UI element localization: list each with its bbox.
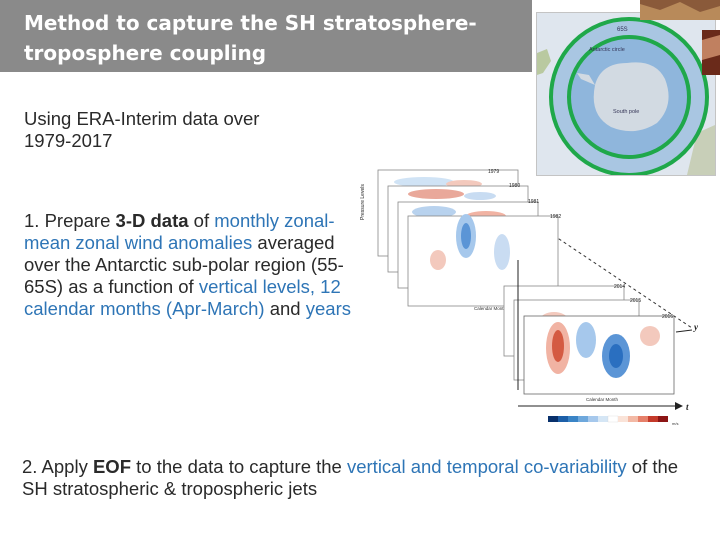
step-1-blue1: monthly zonal-mean zonal wind anomalies <box>24 210 335 253</box>
axis-y-label: y <box>693 322 699 332</box>
year-label-2014: 2014 <box>614 284 625 290</box>
step-1-mid1: of <box>188 210 215 231</box>
subtitle-line-1: Using ERA-Interim data over <box>24 108 260 129</box>
step-1-mid3: and <box>264 298 306 319</box>
stacked-anomaly-figure: 1979 1980 1981 1982 Calendar Month <box>354 160 714 435</box>
slide-title: Method to capture the SH stratosphere- t… <box>24 8 524 68</box>
map-label-south-pole: South pole <box>613 109 639 115</box>
antarctic-map-graphic: 65S Antarctic circle South pole <box>537 13 715 175</box>
map-label-65s: 65S <box>617 27 628 33</box>
title-line-2: troposphere coupling <box>24 41 267 65</box>
y-axis-label: Pressure Levels <box>360 184 366 220</box>
year-label-1979: 1979 <box>488 169 499 175</box>
year-label-1980: 1980 <box>509 183 520 189</box>
step-1-blue2: vertical levels, 12 calendar months (Apr… <box>24 276 341 319</box>
year-label-2016: 2016 <box>662 314 673 320</box>
step-2-blue: vertical and temporal co-variability <box>346 456 627 477</box>
corner-photo <box>640 0 720 75</box>
step-1-prefix: 1. Prepare <box>24 210 116 231</box>
step-1-bold: 3-D data <box>115 210 189 231</box>
axis-t-label: t <box>686 402 689 412</box>
stacked-anomaly-svg: 1979 1980 1981 1982 Calendar Month <box>360 169 699 426</box>
step-1-blue3: years <box>305 298 351 319</box>
step-2-mid: to the data to capture the <box>131 456 347 477</box>
step-2-prefix: 2. Apply <box>22 456 93 477</box>
step-2-text: 2. Apply EOF to the data to capture the … <box>22 456 702 500</box>
year-label-1981: 1981 <box>528 199 539 205</box>
year-label-2015: 2015 <box>630 298 641 304</box>
colorbar <box>548 415 668 423</box>
antarctic-map: 65S Antarctic circle South pole <box>536 12 716 176</box>
title-line-1: Method to capture the SH stratosphere- <box>24 11 477 35</box>
step-2-bold: EOF <box>92 456 131 477</box>
subtitle-line-2: 1979-2017 <box>24 130 113 151</box>
subtitle: Using ERA-Interim data over 1979-2017 <box>24 108 324 152</box>
map-label-antarctic-circle: Antarctic circle <box>589 47 625 53</box>
step-1-text: 1. Prepare 3-D data of monthly zonal-mea… <box>24 210 364 320</box>
year-label-1982: 1982 <box>550 214 561 220</box>
title-bar <box>0 0 532 72</box>
panel-1982-xlabel: Calendar Month <box>474 306 507 311</box>
corner-photo-graphic <box>640 0 720 75</box>
step-2-suffix: of the SH stratospheric & tropospheric j… <box>22 456 679 499</box>
colorbar-unit: m/s <box>672 421 678 426</box>
panel-2016-xlabel: Calendar Month <box>586 397 619 402</box>
step-1-mid2: averaged over the Antarctic sub-polar re… <box>24 232 344 297</box>
panel-2016: 2016 Calendar Month <box>523 314 675 402</box>
